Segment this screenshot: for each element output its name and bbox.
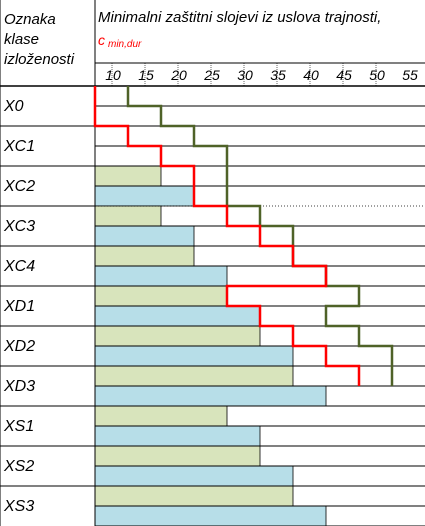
category-label-xc2: XC2 [3, 178, 35, 195]
category-label-xs3: XS3 [3, 498, 34, 515]
x-tick-55: 55 [402, 67, 418, 83]
bar-xd2-1 [94, 325, 261, 347]
minimum-cover-step-green [126, 86, 394, 386]
bar-xd1-1 [94, 285, 228, 307]
bar-xs1-1 [94, 405, 228, 427]
category-label-xd1: XD1 [3, 298, 35, 315]
column-header-line: izloženosti [4, 51, 75, 68]
bar-xd1-2 [94, 305, 261, 327]
x-tick-45: 45 [336, 67, 352, 83]
steps-layer [93, 86, 394, 386]
cover-symbol: c min,dur [98, 32, 142, 50]
column-header-line: Oznaka [4, 11, 56, 28]
bar-xc4-1 [94, 245, 195, 267]
bar-xs2-1 [94, 445, 261, 467]
x-tick-25: 25 [203, 67, 220, 83]
x-tick-15: 15 [138, 67, 154, 83]
x-tick-30: 30 [237, 67, 253, 83]
bar-xd2-2 [94, 345, 294, 367]
x-tick-50: 50 [369, 67, 385, 83]
x-tick-40: 40 [303, 67, 319, 83]
bar-xs3-2 [94, 505, 327, 526]
category-label-xd3: XD3 [3, 378, 35, 395]
cover-symbol-main: c [98, 32, 105, 48]
bar-xc3-1 [94, 205, 162, 227]
category-label-xc1: XC1 [3, 138, 35, 155]
chart-title: Minimalni zaštitni slojevi iz uslova tra… [98, 9, 381, 26]
x-tick-labels: 10 15 20 25 30 35 40 45 50 55 [105, 67, 418, 83]
bar-xc2-2 [94, 185, 195, 207]
bar-xd3-2 [94, 385, 327, 407]
minimum-cover-step-red [93, 86, 361, 386]
category-label-xc3: XC3 [3, 218, 35, 235]
labels-layer: Oznaka klase izloženosti Minimalni zaštitn… [4, 9, 381, 68]
category-label-xd2: XD2 [3, 338, 35, 355]
bar-xc3-2 [94, 225, 195, 247]
bar-xc2-1 [94, 165, 162, 187]
cover-symbol-subscript: min,dur [108, 39, 142, 50]
x-tick-20: 20 [170, 67, 187, 83]
category-label-x0: X0 [3, 98, 24, 115]
bar-xs2-2 [94, 465, 294, 487]
x-tick-35: 35 [270, 67, 286, 83]
bar-xc4-2 [94, 265, 228, 287]
x-tick-10: 10 [105, 67, 121, 83]
column-header-line: klase [4, 31, 39, 48]
bar-xd3-1 [94, 365, 294, 387]
category-label-xs1: XS1 [3, 418, 34, 435]
category-labels: X0 XC1 XC2 XC3 XC4 XD1 XD2 XD3 XS1 XS2 XS3 [3, 98, 35, 515]
column-header-label: Oznaka klase izloženosti [4, 11, 75, 68]
bar-xs3-1 [94, 485, 294, 507]
category-label-xs2: XS2 [3, 458, 34, 475]
category-label-xc4: XC4 [3, 258, 35, 275]
bar-xs1-2 [94, 425, 261, 447]
